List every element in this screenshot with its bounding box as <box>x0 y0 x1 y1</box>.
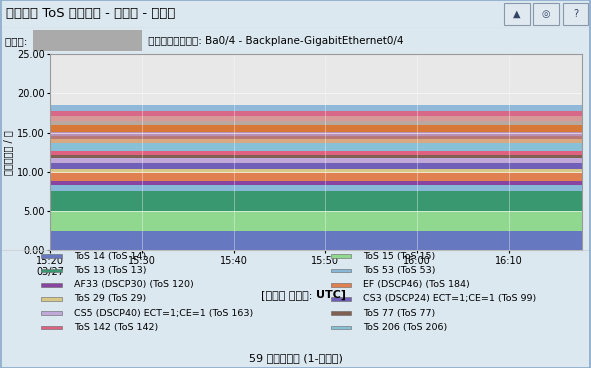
Text: ?: ? <box>573 9 578 19</box>
Bar <box>331 297 351 301</box>
Text: ToS 29 (ToS 29): ToS 29 (ToS 29) <box>74 294 146 304</box>
Text: ToS 15 (ToS 15): ToS 15 (ToS 15) <box>363 252 436 261</box>
Text: ToS 53 (ToS 53): ToS 53 (ToS 53) <box>363 266 436 275</box>
FancyBboxPatch shape <box>563 3 588 25</box>
Y-axis label: キロビット / 秒: キロビット / 秒 <box>3 130 13 174</box>
Bar <box>41 254 61 258</box>
Bar <box>41 283 61 287</box>
Text: UTC]: UTC] <box>316 290 346 300</box>
Text: ToS 77 (ToS 77): ToS 77 (ToS 77) <box>363 309 436 318</box>
Text: ToS 142 (ToS 142): ToS 142 (ToS 142) <box>74 323 158 332</box>
Text: ToS 206 (ToS 206): ToS 206 (ToS 206) <box>363 323 448 332</box>
Bar <box>41 297 61 301</box>
Bar <box>331 269 351 272</box>
Text: ToS 14 (ToS 14): ToS 14 (ToS 14) <box>74 252 146 261</box>
FancyBboxPatch shape <box>533 3 559 25</box>
Text: [タイム ゾーン:: [タイム ゾーン: <box>261 290 316 300</box>
Text: EF (DSCP46) (ToS 184): EF (DSCP46) (ToS 184) <box>363 280 470 289</box>
Text: ルータ:: ルータ: <box>5 36 30 46</box>
Text: AF33 (DSCP30) (ToS 120): AF33 (DSCP30) (ToS 120) <box>74 280 194 289</box>
Text: ◎: ◎ <box>542 9 550 19</box>
Text: CS5 (DSCP40) ECT=1;CE=1 (ToS 163): CS5 (DSCP40) ECT=1;CE=1 (ToS 163) <box>74 309 253 318</box>
Bar <box>331 311 351 315</box>
Bar <box>41 311 61 315</box>
Bar <box>33 30 142 52</box>
Bar <box>331 254 351 258</box>
Text: 59 サンプル数 (1-分間隔): 59 サンプル数 (1-分間隔) <box>249 353 342 363</box>
Bar <box>331 283 351 287</box>
Text: ▲: ▲ <box>513 9 521 19</box>
Text: CS3 (DSCP24) ECT=1;CE=1 (ToS 99): CS3 (DSCP24) ECT=1;CE=1 (ToS 99) <box>363 294 537 304</box>
Bar <box>41 326 61 329</box>
Text: ToS 13 (ToS 13): ToS 13 (ToS 13) <box>74 266 147 275</box>
Text: インターフェース: Ba0/4 - Backplane-GigabitEthernet0/4: インターフェース: Ba0/4 - Backplane-GigabitEther… <box>145 36 403 46</box>
Bar <box>331 326 351 329</box>
Bar <box>41 269 61 272</box>
FancyBboxPatch shape <box>504 3 530 25</box>
Text: 積み重ね ToS トレンド - アウト - レート: 積み重ね ToS トレンド - アウト - レート <box>6 7 176 20</box>
